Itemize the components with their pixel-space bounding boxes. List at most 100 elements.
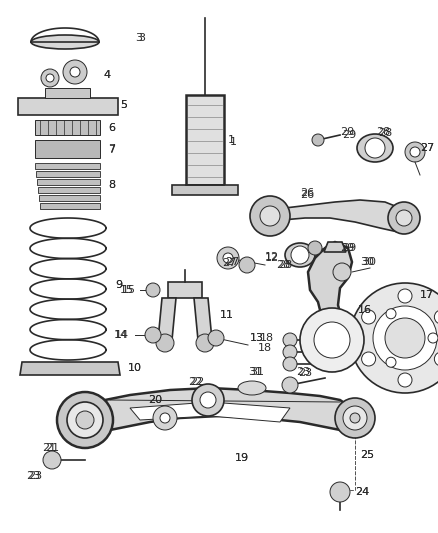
Circle shape: [405, 142, 425, 162]
Circle shape: [362, 310, 376, 324]
Polygon shape: [172, 185, 238, 195]
Circle shape: [223, 253, 233, 263]
Polygon shape: [45, 88, 90, 98]
Text: 4: 4: [103, 70, 110, 80]
Text: 4: 4: [103, 70, 110, 80]
Polygon shape: [324, 242, 346, 252]
Circle shape: [67, 402, 103, 438]
Circle shape: [260, 206, 280, 226]
Polygon shape: [308, 242, 355, 370]
Polygon shape: [36, 171, 100, 177]
Circle shape: [410, 147, 420, 157]
Circle shape: [192, 384, 224, 416]
Text: 20: 20: [148, 395, 162, 405]
Circle shape: [373, 306, 437, 370]
Circle shape: [208, 330, 224, 346]
Text: 18: 18: [258, 343, 272, 353]
Text: 28: 28: [276, 260, 290, 270]
Circle shape: [386, 309, 396, 319]
Text: 8: 8: [108, 180, 115, 190]
Text: 28: 28: [378, 128, 392, 138]
Text: 17: 17: [420, 290, 434, 300]
Text: 5: 5: [120, 100, 127, 110]
Circle shape: [350, 283, 438, 393]
Circle shape: [365, 138, 385, 158]
Circle shape: [250, 196, 290, 236]
Circle shape: [76, 411, 94, 429]
Text: 3: 3: [135, 33, 142, 43]
Text: 3: 3: [138, 33, 145, 43]
Circle shape: [239, 257, 255, 273]
Text: 29: 29: [342, 243, 356, 253]
Circle shape: [70, 67, 80, 77]
Text: 11: 11: [220, 310, 234, 320]
Circle shape: [385, 318, 425, 358]
Circle shape: [386, 357, 396, 367]
Text: 30: 30: [360, 257, 374, 267]
Circle shape: [330, 482, 350, 502]
Circle shape: [312, 134, 324, 146]
Text: 18: 18: [260, 333, 274, 343]
Circle shape: [282, 377, 298, 393]
Text: 21: 21: [45, 443, 59, 453]
Circle shape: [283, 333, 297, 347]
Polygon shape: [37, 179, 100, 185]
Text: 14: 14: [115, 330, 129, 340]
Text: 24: 24: [355, 487, 369, 497]
Ellipse shape: [31, 35, 99, 49]
Circle shape: [434, 352, 438, 366]
Circle shape: [398, 289, 412, 303]
Ellipse shape: [285, 243, 315, 267]
Text: 11: 11: [220, 310, 234, 320]
Text: 19: 19: [235, 453, 249, 463]
Text: 23: 23: [298, 368, 312, 378]
Text: 30: 30: [362, 257, 376, 267]
Text: 31: 31: [250, 367, 264, 377]
Polygon shape: [20, 362, 120, 375]
Text: 25: 25: [360, 450, 374, 460]
Text: 6: 6: [108, 123, 115, 133]
Circle shape: [200, 392, 216, 408]
Circle shape: [43, 451, 61, 469]
Text: 26: 26: [300, 190, 314, 200]
Text: 16: 16: [358, 305, 372, 315]
Text: 7: 7: [108, 144, 115, 154]
Text: 29: 29: [340, 127, 354, 137]
Circle shape: [291, 246, 309, 264]
Ellipse shape: [357, 134, 393, 162]
Text: 15: 15: [120, 285, 134, 295]
Circle shape: [63, 60, 87, 84]
Text: 27: 27: [225, 257, 239, 267]
Text: 25: 25: [360, 450, 374, 460]
Text: 1: 1: [230, 137, 237, 147]
Circle shape: [396, 210, 412, 226]
Text: 28: 28: [278, 260, 292, 270]
Polygon shape: [194, 298, 212, 340]
Circle shape: [333, 263, 351, 281]
Text: 22: 22: [190, 377, 204, 387]
Text: 26: 26: [300, 188, 314, 198]
Circle shape: [146, 283, 160, 297]
Text: 19: 19: [235, 453, 249, 463]
Circle shape: [428, 333, 438, 343]
Text: 5: 5: [120, 100, 127, 110]
Polygon shape: [270, 200, 408, 232]
Text: 23: 23: [28, 471, 42, 481]
Text: 23: 23: [296, 367, 310, 377]
Text: 29: 29: [340, 243, 354, 253]
Text: 21: 21: [42, 443, 56, 453]
Circle shape: [300, 308, 364, 372]
Circle shape: [57, 392, 113, 448]
Polygon shape: [35, 120, 100, 135]
Polygon shape: [38, 187, 100, 193]
Text: 17: 17: [420, 290, 434, 300]
Text: 12: 12: [265, 252, 279, 262]
Text: 7: 7: [108, 145, 115, 155]
Circle shape: [283, 357, 297, 371]
Polygon shape: [39, 195, 100, 201]
Text: 23: 23: [26, 471, 40, 481]
Text: 22: 22: [188, 377, 202, 387]
Ellipse shape: [238, 381, 266, 395]
Text: 28: 28: [376, 127, 390, 137]
Text: 12: 12: [265, 253, 279, 263]
